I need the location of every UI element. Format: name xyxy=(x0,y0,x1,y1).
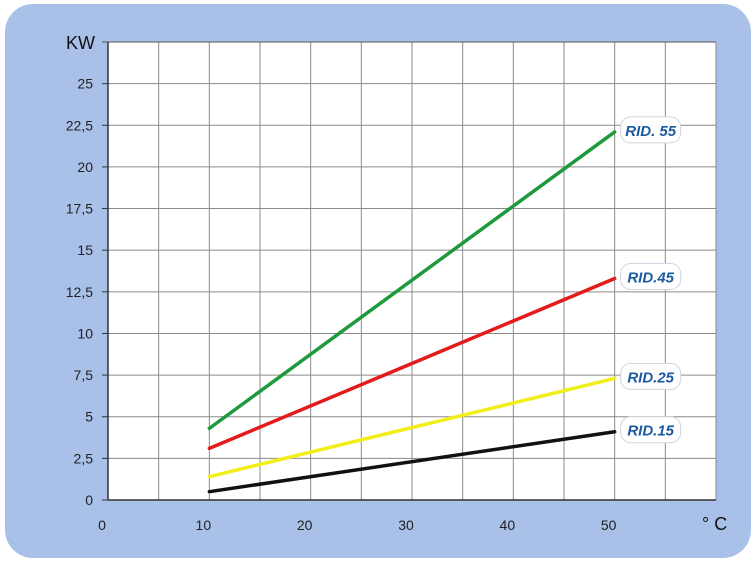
series-line-rid-45 xyxy=(207,276,617,451)
x-tick-label: 50 xyxy=(601,517,617,533)
y-tick-label: 20 xyxy=(77,159,93,175)
series-line-rid-55 xyxy=(207,130,617,431)
tick-labels: 0 2,5 5 7,5 10 12,5 15 17,5 20 22,5 25 0 10 20 30 40 50 xyxy=(66,76,617,533)
series-label-badge xyxy=(620,116,682,144)
y-tick-label: 0 xyxy=(85,492,93,508)
series-label-text: RID.25 xyxy=(627,369,674,386)
series-label-text: RID.45 xyxy=(627,269,674,286)
y-tick-label: 25 xyxy=(77,76,93,92)
x-tick-label: 30 xyxy=(398,517,414,533)
series-label: RID.45 xyxy=(620,262,682,290)
series-lines xyxy=(207,130,617,494)
series-labels: RID. 55 RID.45 RID.25 RID.15 xyxy=(620,116,682,444)
series-line-rid-25 xyxy=(207,376,617,479)
axes xyxy=(107,42,716,501)
series-label-text: RID. 55 xyxy=(625,123,677,140)
series-label-text: RID.15 xyxy=(627,423,674,440)
series-label-badge xyxy=(620,416,682,444)
series-line-rid-15 xyxy=(207,429,617,494)
series-label: RID.15 xyxy=(620,416,682,444)
y-tick-label: 17,5 xyxy=(66,201,93,217)
y-tick-label: 7,5 xyxy=(74,367,94,383)
series-label: RID. 55 xyxy=(620,116,682,144)
y-tick-label: 22,5 xyxy=(66,117,93,133)
y-tick-label: 10 xyxy=(77,325,93,341)
y-tick-label: 15 xyxy=(77,242,93,258)
x-tick-label: 20 xyxy=(297,517,313,533)
y-axis-label: KW xyxy=(66,33,95,53)
y-tick-label: 5 xyxy=(85,409,93,425)
series-label: RID.25 xyxy=(620,362,682,390)
series-label-badge xyxy=(620,262,682,290)
y-tick-label: 2,5 xyxy=(74,450,94,466)
series-label-badge xyxy=(620,362,682,390)
x-tick-label: 0 xyxy=(98,517,106,533)
y-tick-label: 12,5 xyxy=(66,284,93,300)
x-axis-label: ° C xyxy=(702,514,727,534)
x-tick-label: 40 xyxy=(500,517,516,533)
x-tick-label: 10 xyxy=(196,517,212,533)
grid xyxy=(102,41,717,500)
